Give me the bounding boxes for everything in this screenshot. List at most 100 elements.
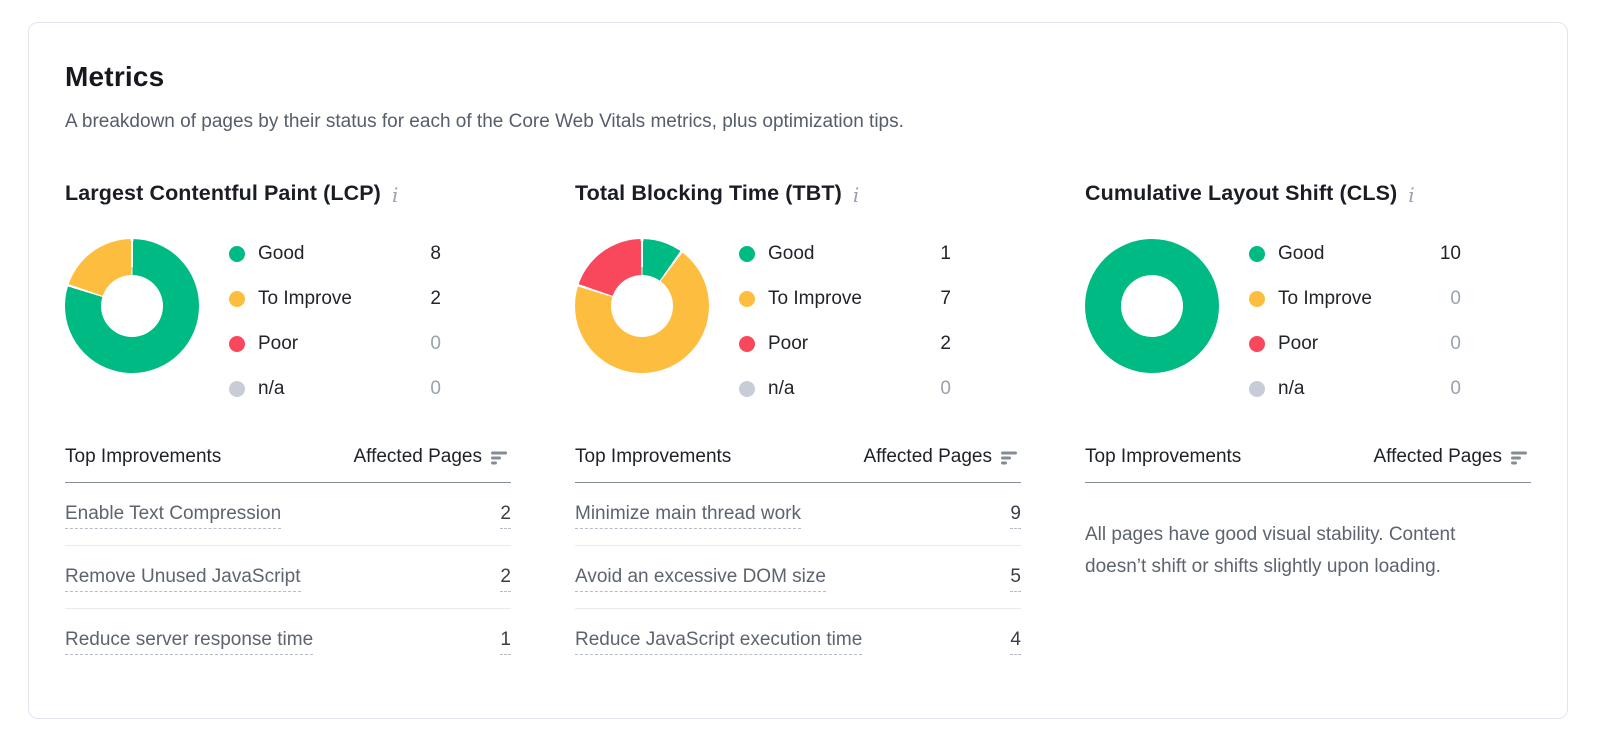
legend-row-good: Good 8 <box>229 243 441 264</box>
legend-value: 0 <box>430 333 441 354</box>
lcp-title: Largest Contentful Paint (LCP) <box>65 181 381 205</box>
lcp-title-row: Largest Contentful Paint (LCP) i <box>65 181 511 206</box>
legend-row-na: n/a 0 <box>739 378 951 399</box>
legend-value: 0 <box>940 378 951 399</box>
legend-value: 10 <box>1439 243 1461 264</box>
legend-row-poor: Poor 0 <box>229 333 441 354</box>
legend-row-good: Good 1 <box>739 243 951 264</box>
legend-label: Poor <box>1278 333 1319 354</box>
affected-pages-label: Affected Pages <box>353 446 482 467</box>
legend-label: n/a <box>1278 378 1305 399</box>
cls-donut-row: Good 10 To Improve 0 Poor 0 <box>1085 239 1531 399</box>
legend-label: Good <box>768 243 815 264</box>
cls-empty-message: All pages have good visual stability. Co… <box>1085 524 1456 577</box>
info-icon[interactable]: i <box>391 182 399 207</box>
metrics-columns: Largest Contentful Paint (LCP) i Good 8 … <box>65 181 1531 671</box>
info-icon[interactable]: i <box>852 182 860 207</box>
affected-pages-count[interactable]: 5 <box>1010 566 1021 592</box>
tbt-legend: Good 1 To Improve 7 Poor 2 <box>739 239 951 399</box>
improvement-link[interactable]: Reduce JavaScript execution time <box>575 629 863 655</box>
poor-dot-icon <box>1249 336 1265 352</box>
improvement-link[interactable]: Reduce server response time <box>65 629 314 655</box>
legend-label: n/a <box>258 378 285 399</box>
table-header: Top Improvements Affected Pages <box>65 446 511 483</box>
page-subtitle: A breakdown of pages by their status for… <box>65 111 904 132</box>
legend-label: To Improve <box>768 288 862 309</box>
na-dot-icon <box>229 381 245 397</box>
cls-improvements-table: Top Improvements Affected Pages All page… <box>1085 446 1531 583</box>
good-dot-icon <box>1249 246 1265 262</box>
top-improvements-header: Top Improvements <box>65 446 222 467</box>
affected-pages-count[interactable]: 2 <box>500 566 511 592</box>
legend-value: 0 <box>1450 333 1461 354</box>
lcp-donut-chart <box>65 239 199 373</box>
affected-pages-label: Affected Pages <box>863 446 992 467</box>
poor-dot-icon <box>739 336 755 352</box>
legend-row-na: n/a 0 <box>229 378 441 399</box>
affected-pages-count[interactable]: 4 <box>1010 629 1021 655</box>
lcp-section: Largest Contentful Paint (LCP) i Good 8 … <box>65 181 511 671</box>
tbt-improvements-table: Top Improvements Affected Pages Minimize… <box>575 446 1021 671</box>
na-dot-icon <box>739 381 755 397</box>
tbt-section: Total Blocking Time (TBT) i Good 1 To Im… <box>575 181 1021 671</box>
affected-pages-count[interactable]: 1 <box>500 629 511 655</box>
legend-label: Poor <box>768 333 809 354</box>
legend-label: n/a <box>768 378 795 399</box>
legend-value: 7 <box>940 288 951 309</box>
legend-value: 0 <box>430 378 441 399</box>
legend-value: 0 <box>1450 378 1461 399</box>
tbt-donut-chart <box>575 239 709 373</box>
table-row: Enable Text Compression 2 <box>65 483 511 546</box>
improvement-link[interactable]: Minimize main thread work <box>575 503 801 529</box>
donut-hole <box>1121 275 1183 337</box>
legend-row-to-improve: To Improve 0 <box>1249 288 1461 309</box>
lcp-improvements-table: Top Improvements Affected Pages Enable T… <box>65 446 511 671</box>
sort-descending-icon[interactable] <box>491 449 511 465</box>
legend-label: Good <box>1278 243 1325 264</box>
table-row: Minimize main thread work 9 <box>575 483 1021 546</box>
affected-pages-header: Affected Pages <box>863 446 1021 468</box>
to-improve-dot-icon <box>739 291 755 307</box>
tbt-title-row: Total Blocking Time (TBT) i <box>575 181 1021 206</box>
legend-row-na: n/a 0 <box>1249 378 1461 399</box>
top-improvements-header: Top Improvements <box>1085 446 1242 467</box>
affected-pages-label: Affected Pages <box>1373 446 1502 467</box>
table-row: Reduce JavaScript execution time 4 <box>575 609 1021 671</box>
sort-descending-icon[interactable] <box>1001 449 1021 465</box>
good-dot-icon <box>229 246 245 262</box>
top-improvements-header: Top Improvements <box>575 446 732 467</box>
metrics-panel: Metrics A breakdown of pages by their st… <box>28 22 1568 719</box>
legend-value: 0 <box>1450 288 1461 309</box>
affected-pages-header: Affected Pages <box>1373 446 1531 468</box>
legend-label: To Improve <box>258 288 352 309</box>
cls-section: Cumulative Layout Shift (CLS) i Good 10 … <box>1085 181 1531 671</box>
table-row: Reduce server response time 1 <box>65 609 511 671</box>
poor-dot-icon <box>229 336 245 352</box>
table-row: Avoid an excessive DOM size 5 <box>575 546 1021 609</box>
table-row: Remove Unused JavaScript 2 <box>65 546 511 609</box>
improvement-link[interactable]: Avoid an excessive DOM size <box>575 566 826 592</box>
to-improve-dot-icon <box>1249 291 1265 307</box>
legend-row-to-improve: To Improve 7 <box>739 288 951 309</box>
donut-hole <box>611 275 673 337</box>
legend-label: To Improve <box>1278 288 1372 309</box>
legend-label: Good <box>258 243 305 264</box>
legend-row-to-improve: To Improve 2 <box>229 288 441 309</box>
affected-pages-count[interactable]: 2 <box>500 503 511 529</box>
improvement-link[interactable]: Enable Text Compression <box>65 503 282 529</box>
legend-value: 8 <box>430 243 441 264</box>
lcp-legend: Good 8 To Improve 2 Poor 0 <box>229 239 441 399</box>
legend-value: 1 <box>940 243 951 264</box>
affected-pages-header: Affected Pages <box>353 446 511 468</box>
info-icon[interactable]: i <box>1408 182 1415 207</box>
sort-descending-icon[interactable] <box>1511 449 1531 465</box>
na-dot-icon <box>1249 381 1265 397</box>
lcp-donut-row: Good 8 To Improve 2 Poor 0 <box>65 239 511 399</box>
legend-row-good: Good 10 <box>1249 243 1461 264</box>
affected-pages-count[interactable]: 9 <box>1010 503 1021 529</box>
legend-row-poor: Poor 0 <box>1249 333 1461 354</box>
to-improve-dot-icon <box>229 291 245 307</box>
legend-value: 2 <box>940 333 951 354</box>
improvement-link[interactable]: Remove Unused JavaScript <box>65 566 301 592</box>
legend-value: 2 <box>430 288 441 309</box>
